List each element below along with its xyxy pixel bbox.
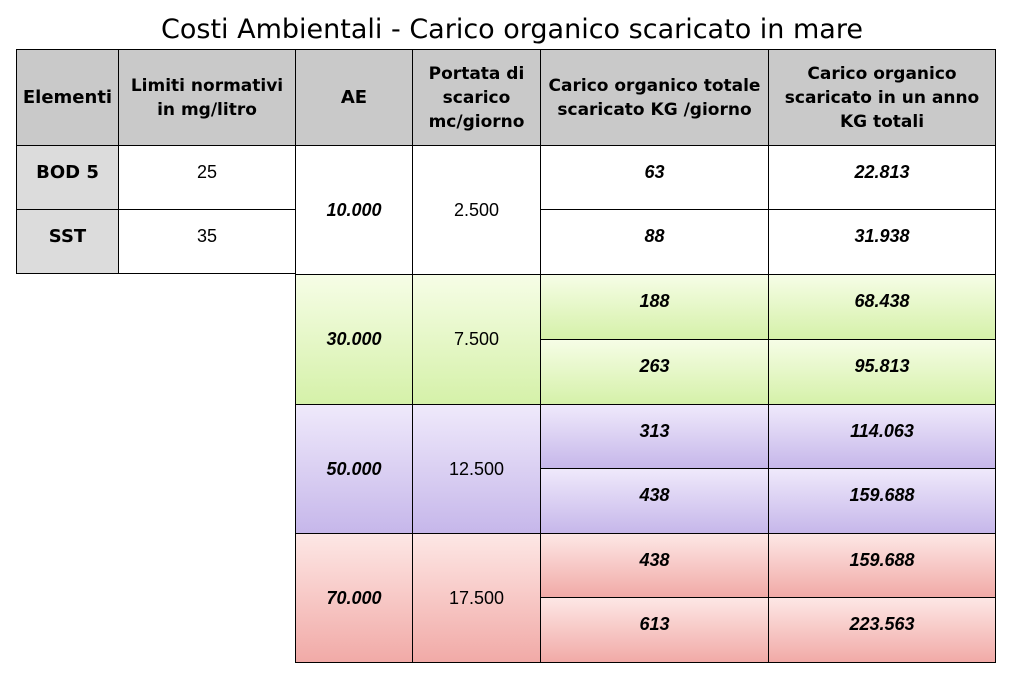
kg-day-10000-sst: 88 [540,209,769,275]
kg-day-50000-bod5: 313 [540,404,769,469]
header-limiti: Limiti normativi in mg/litro [118,49,296,146]
header-portata: Portata di scarico mc/giorno [412,49,541,146]
ae-10000: 10.000 [295,145,413,275]
kg-year-10000-sst: 31.938 [768,209,996,275]
kg-day-70000-sst: 613 [540,597,769,663]
ae-30000: 30.000 [295,274,413,405]
element-limit-bod5: 25 [118,145,296,210]
kg-year-50000-sst: 159.688 [768,468,996,534]
kg-year-70000-sst: 223.563 [768,597,996,663]
portata-50000: 12.500 [412,404,541,534]
kg-year-10000-bod5: 22.813 [768,145,996,210]
kg-day-70000-bod5: 438 [540,533,769,598]
portata-30000: 7.500 [412,274,541,405]
kg-day-50000-sst: 438 [540,468,769,534]
kg-day-30000-sst: 263 [540,339,769,405]
kg-year-70000-bod5: 159.688 [768,533,996,598]
kg-day-30000-bod5: 188 [540,274,769,340]
ae-70000: 70.000 [295,533,413,663]
element-name-bod5: BOD 5 [16,145,119,210]
kg-year-30000-bod5: 68.438 [768,274,996,340]
portata-10000: 2.500 [412,145,541,275]
element-name-sst: SST [16,209,119,274]
ae-50000: 50.000 [295,404,413,534]
header-elementi: Elementi [16,49,119,146]
header-carico-giorno: Carico organico totale scaricato KG /gio… [540,49,769,146]
kg-day-10000-bod5: 63 [540,145,769,210]
header-ae: AE [295,49,413,146]
kg-year-50000-bod5: 114.063 [768,404,996,469]
portata-70000: 17.500 [412,533,541,663]
header-carico-anno: Carico organico scaricato in un anno KG … [768,49,996,146]
kg-year-30000-sst: 95.813 [768,339,996,405]
element-limit-sst: 35 [118,209,296,274]
page-title: Costi Ambientali - Carico organico scari… [161,14,863,45]
